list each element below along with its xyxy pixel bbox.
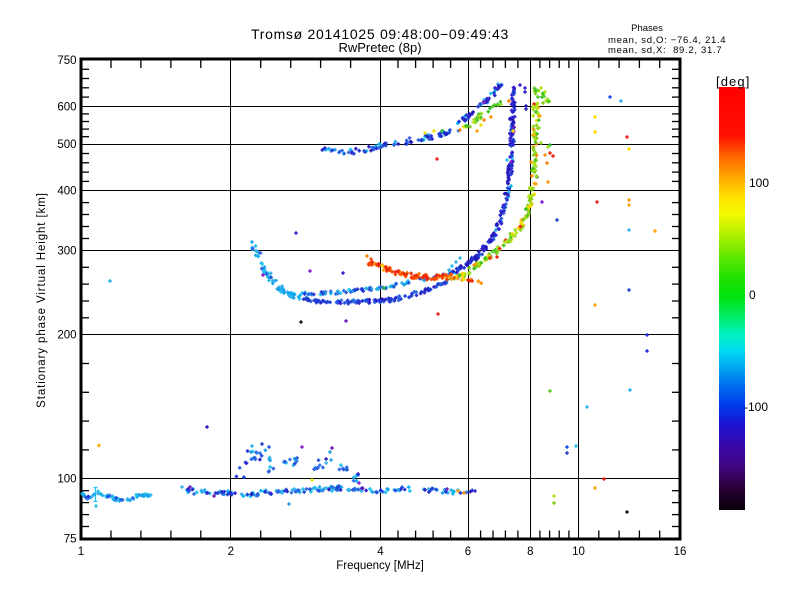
svg-text:Tromsø 20141025 09:48:00−09:49: Tromsø 20141025 09:48:00−09:49:43 (251, 26, 509, 42)
svg-text:RwPretec (8p): RwPretec (8p) (338, 40, 421, 55)
svg-text:600: 600 (57, 101, 76, 113)
svg-text:10: 10 (572, 546, 585, 558)
svg-text:100: 100 (57, 474, 76, 486)
svg-text:500: 500 (57, 139, 76, 151)
svg-text:Frequency [MHz]: Frequency [MHz] (336, 560, 424, 572)
svg-text:Stationary phase Virtual Heigh: Stationary phase Virtual Height [km] (36, 192, 48, 408)
svg-text:400: 400 (57, 186, 76, 198)
svg-text:-100: -100 (744, 400, 768, 414)
svg-text:100: 100 (749, 176, 769, 190)
svg-text:mean, sd,O: −76.4, 21.4: mean, sd,O: −76.4, 21.4 (608, 35, 726, 46)
svg-text:8: 8 (527, 546, 533, 558)
svg-text:6: 6 (465, 546, 471, 558)
svg-text:mean, sd,X: 89.2, 31.7: mean, sd,X: 89.2, 31.7 (608, 45, 722, 56)
svg-text:Phases: Phases (631, 23, 663, 34)
svg-text:200: 200 (57, 330, 76, 342)
svg-text:[deg]: [deg] (716, 74, 750, 89)
svg-text:300: 300 (57, 245, 76, 257)
svg-text:0: 0 (749, 288, 756, 302)
svg-text:75: 75 (64, 534, 77, 546)
svg-text:750: 750 (57, 55, 76, 67)
svg-text:1: 1 (78, 546, 84, 558)
svg-text:16: 16 (674, 546, 687, 558)
svg-text:2: 2 (228, 546, 234, 558)
svg-text:4: 4 (377, 546, 384, 558)
